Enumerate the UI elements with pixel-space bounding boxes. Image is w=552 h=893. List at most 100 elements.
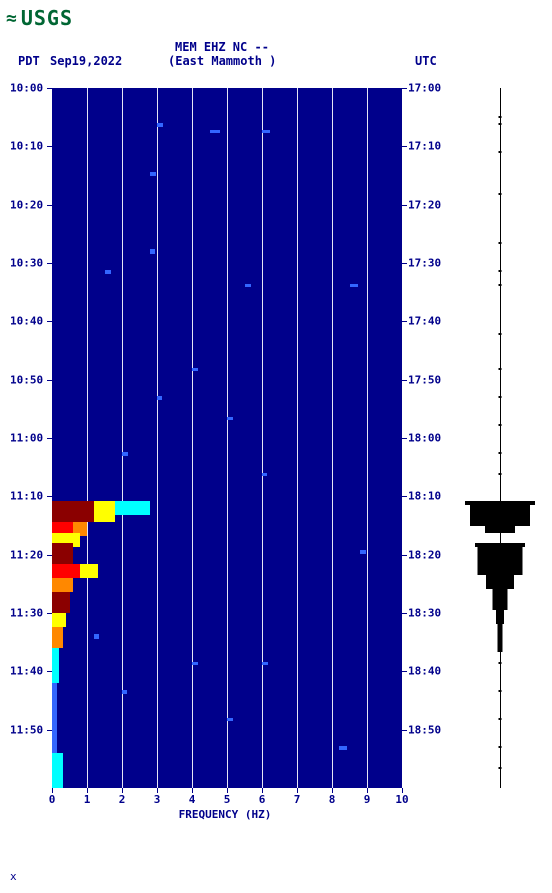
seismogram-dot: [499, 396, 502, 398]
gridline-v: [157, 88, 158, 788]
x-tick-mark: [87, 788, 88, 793]
spectrogram-event: [52, 683, 57, 753]
spectrogram-noise: [245, 284, 251, 287]
logo-wave-icon: ≈: [6, 8, 17, 29]
seismogram-burst: [478, 547, 523, 575]
spectrogram-noise: [262, 662, 268, 665]
x-tick-label: 5: [224, 793, 231, 806]
y-tick-left: 10:50: [10, 373, 43, 386]
x-tick-mark: [367, 788, 368, 793]
y-tick-right: 17:10: [408, 140, 441, 153]
y-tick-mark: [402, 496, 407, 497]
y-tick-left: 11:40: [10, 665, 43, 678]
y-tick-mark: [47, 263, 52, 264]
y-tick-right: 18:40: [408, 665, 441, 678]
y-tick-mark: [47, 555, 52, 556]
spectrogram-event: [52, 543, 73, 564]
y-tick-mark: [402, 205, 407, 206]
y-tick-mark: [402, 730, 407, 731]
station-code: MEM EHZ NC --: [175, 40, 269, 54]
seismogram-dot: [499, 151, 502, 153]
y-tick-right: 18:30: [408, 607, 441, 620]
seismogram-dot: [499, 270, 502, 272]
seismogram-dot: [499, 284, 502, 286]
y-tick-mark: [402, 146, 407, 147]
y-tick-mark: [402, 321, 407, 322]
y-tick-left: 10:00: [10, 82, 43, 95]
y-tick-mark: [402, 263, 407, 264]
seismogram-burst: [486, 575, 514, 589]
spectrogram-event: [52, 522, 73, 533]
y-tick-right: 18:50: [408, 723, 441, 736]
x-tick-label: 10: [395, 793, 408, 806]
seismogram-dot: [499, 452, 502, 454]
gridline-v: [332, 88, 333, 788]
y-tick-right: 18:10: [408, 490, 441, 503]
y-tick-right: 17:20: [408, 198, 441, 211]
y-tick-left: 11:50: [10, 723, 43, 736]
y-tick-mark: [402, 671, 407, 672]
date-label: Sep19,2022: [50, 54, 122, 68]
spectrogram-noise: [227, 417, 233, 420]
timezone-left: PDT: [18, 54, 40, 68]
spectrogram-noise: [122, 690, 127, 694]
gridline-v: [227, 88, 228, 788]
y-tick-right: 18:20: [408, 548, 441, 561]
gridline-v: [192, 88, 193, 788]
timezone-right: UTC: [415, 54, 437, 68]
seismogram-dot: [499, 116, 502, 118]
y-tick-mark: [47, 613, 52, 614]
x-axis-label: FREQUENCY (HZ): [0, 808, 450, 821]
logo-text: USGS: [21, 6, 73, 30]
x-tick-mark: [227, 788, 228, 793]
spectrogram-noise: [350, 284, 358, 287]
spectrogram-noise: [157, 396, 162, 400]
x-tick-label: 3: [154, 793, 161, 806]
x-tick-mark: [192, 788, 193, 793]
y-tick-right: 17:00: [408, 82, 441, 95]
y-tick-left: 10:10: [10, 140, 43, 153]
gridline-v: [297, 88, 298, 788]
y-tick-right: 18:00: [408, 432, 441, 445]
spectrogram-event: [52, 627, 63, 648]
seismogram-dot: [499, 123, 502, 125]
seismogram-dot: [499, 718, 502, 720]
footer-mark: x: [10, 870, 17, 883]
x-tick-mark: [157, 788, 158, 793]
x-tick-label: 4: [189, 793, 196, 806]
y-tick-right: 17:50: [408, 373, 441, 386]
spectrogram-noise: [94, 634, 99, 639]
spectrogram-event: [52, 613, 66, 627]
x-tick-label: 9: [364, 793, 371, 806]
spectrogram-event: [115, 501, 150, 515]
x-tick-mark: [297, 788, 298, 793]
spectrogram-noise: [210, 130, 220, 133]
spectrogram-noise: [192, 662, 198, 665]
seismogram-dot: [499, 424, 502, 426]
seismogram-dot: [499, 746, 502, 748]
y-tick-mark: [402, 438, 407, 439]
x-tick-mark: [402, 788, 403, 793]
x-tick-label: 1: [84, 793, 91, 806]
spectrogram-noise: [150, 249, 155, 254]
y-tick-mark: [402, 613, 407, 614]
seismogram-dot: [499, 767, 502, 769]
spectrogram-noise: [227, 718, 233, 721]
spectrogram-noise: [360, 550, 366, 554]
y-tick-left: 11:20: [10, 548, 43, 561]
seismogram-burst: [496, 610, 504, 624]
y-tick-mark: [402, 380, 407, 381]
y-tick-mark: [47, 88, 52, 89]
y-tick-mark: [47, 205, 52, 206]
y-tick-mark: [47, 380, 52, 381]
spectrogram-event: [52, 753, 63, 788]
y-tick-mark: [47, 146, 52, 147]
y-tick-right: 17:30: [408, 257, 441, 270]
x-tick-label: 0: [49, 793, 56, 806]
y-tick-left: 11:30: [10, 607, 43, 620]
spectrogram-event: [94, 501, 115, 522]
y-tick-left: 10:20: [10, 198, 43, 211]
spectrogram-event: [52, 592, 70, 613]
x-tick-mark: [262, 788, 263, 793]
usgs-logo: ≈ USGS: [6, 6, 73, 30]
